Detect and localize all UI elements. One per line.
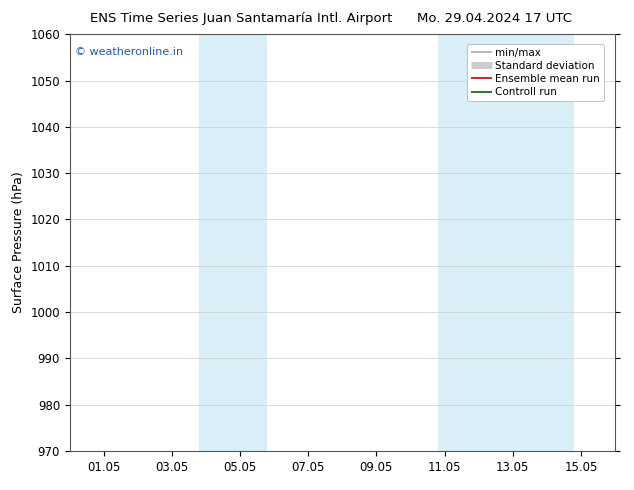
Bar: [506, 34, 574, 451]
Bar: [437, 34, 506, 451]
Text: ENS Time Series Juan Santamaría Intl. Airport: ENS Time Series Juan Santamaría Intl. Ai…: [90, 12, 392, 25]
Y-axis label: Surface Pressure (hPa): Surface Pressure (hPa): [11, 172, 25, 314]
Legend: min/max, Standard deviation, Ensemble mean run, Controll run: min/max, Standard deviation, Ensemble me…: [467, 44, 604, 101]
Text: Mo. 29.04.2024 17 UTC: Mo. 29.04.2024 17 UTC: [417, 12, 572, 25]
Bar: [199, 34, 268, 451]
Text: © weatheronline.in: © weatheronline.in: [75, 47, 183, 57]
